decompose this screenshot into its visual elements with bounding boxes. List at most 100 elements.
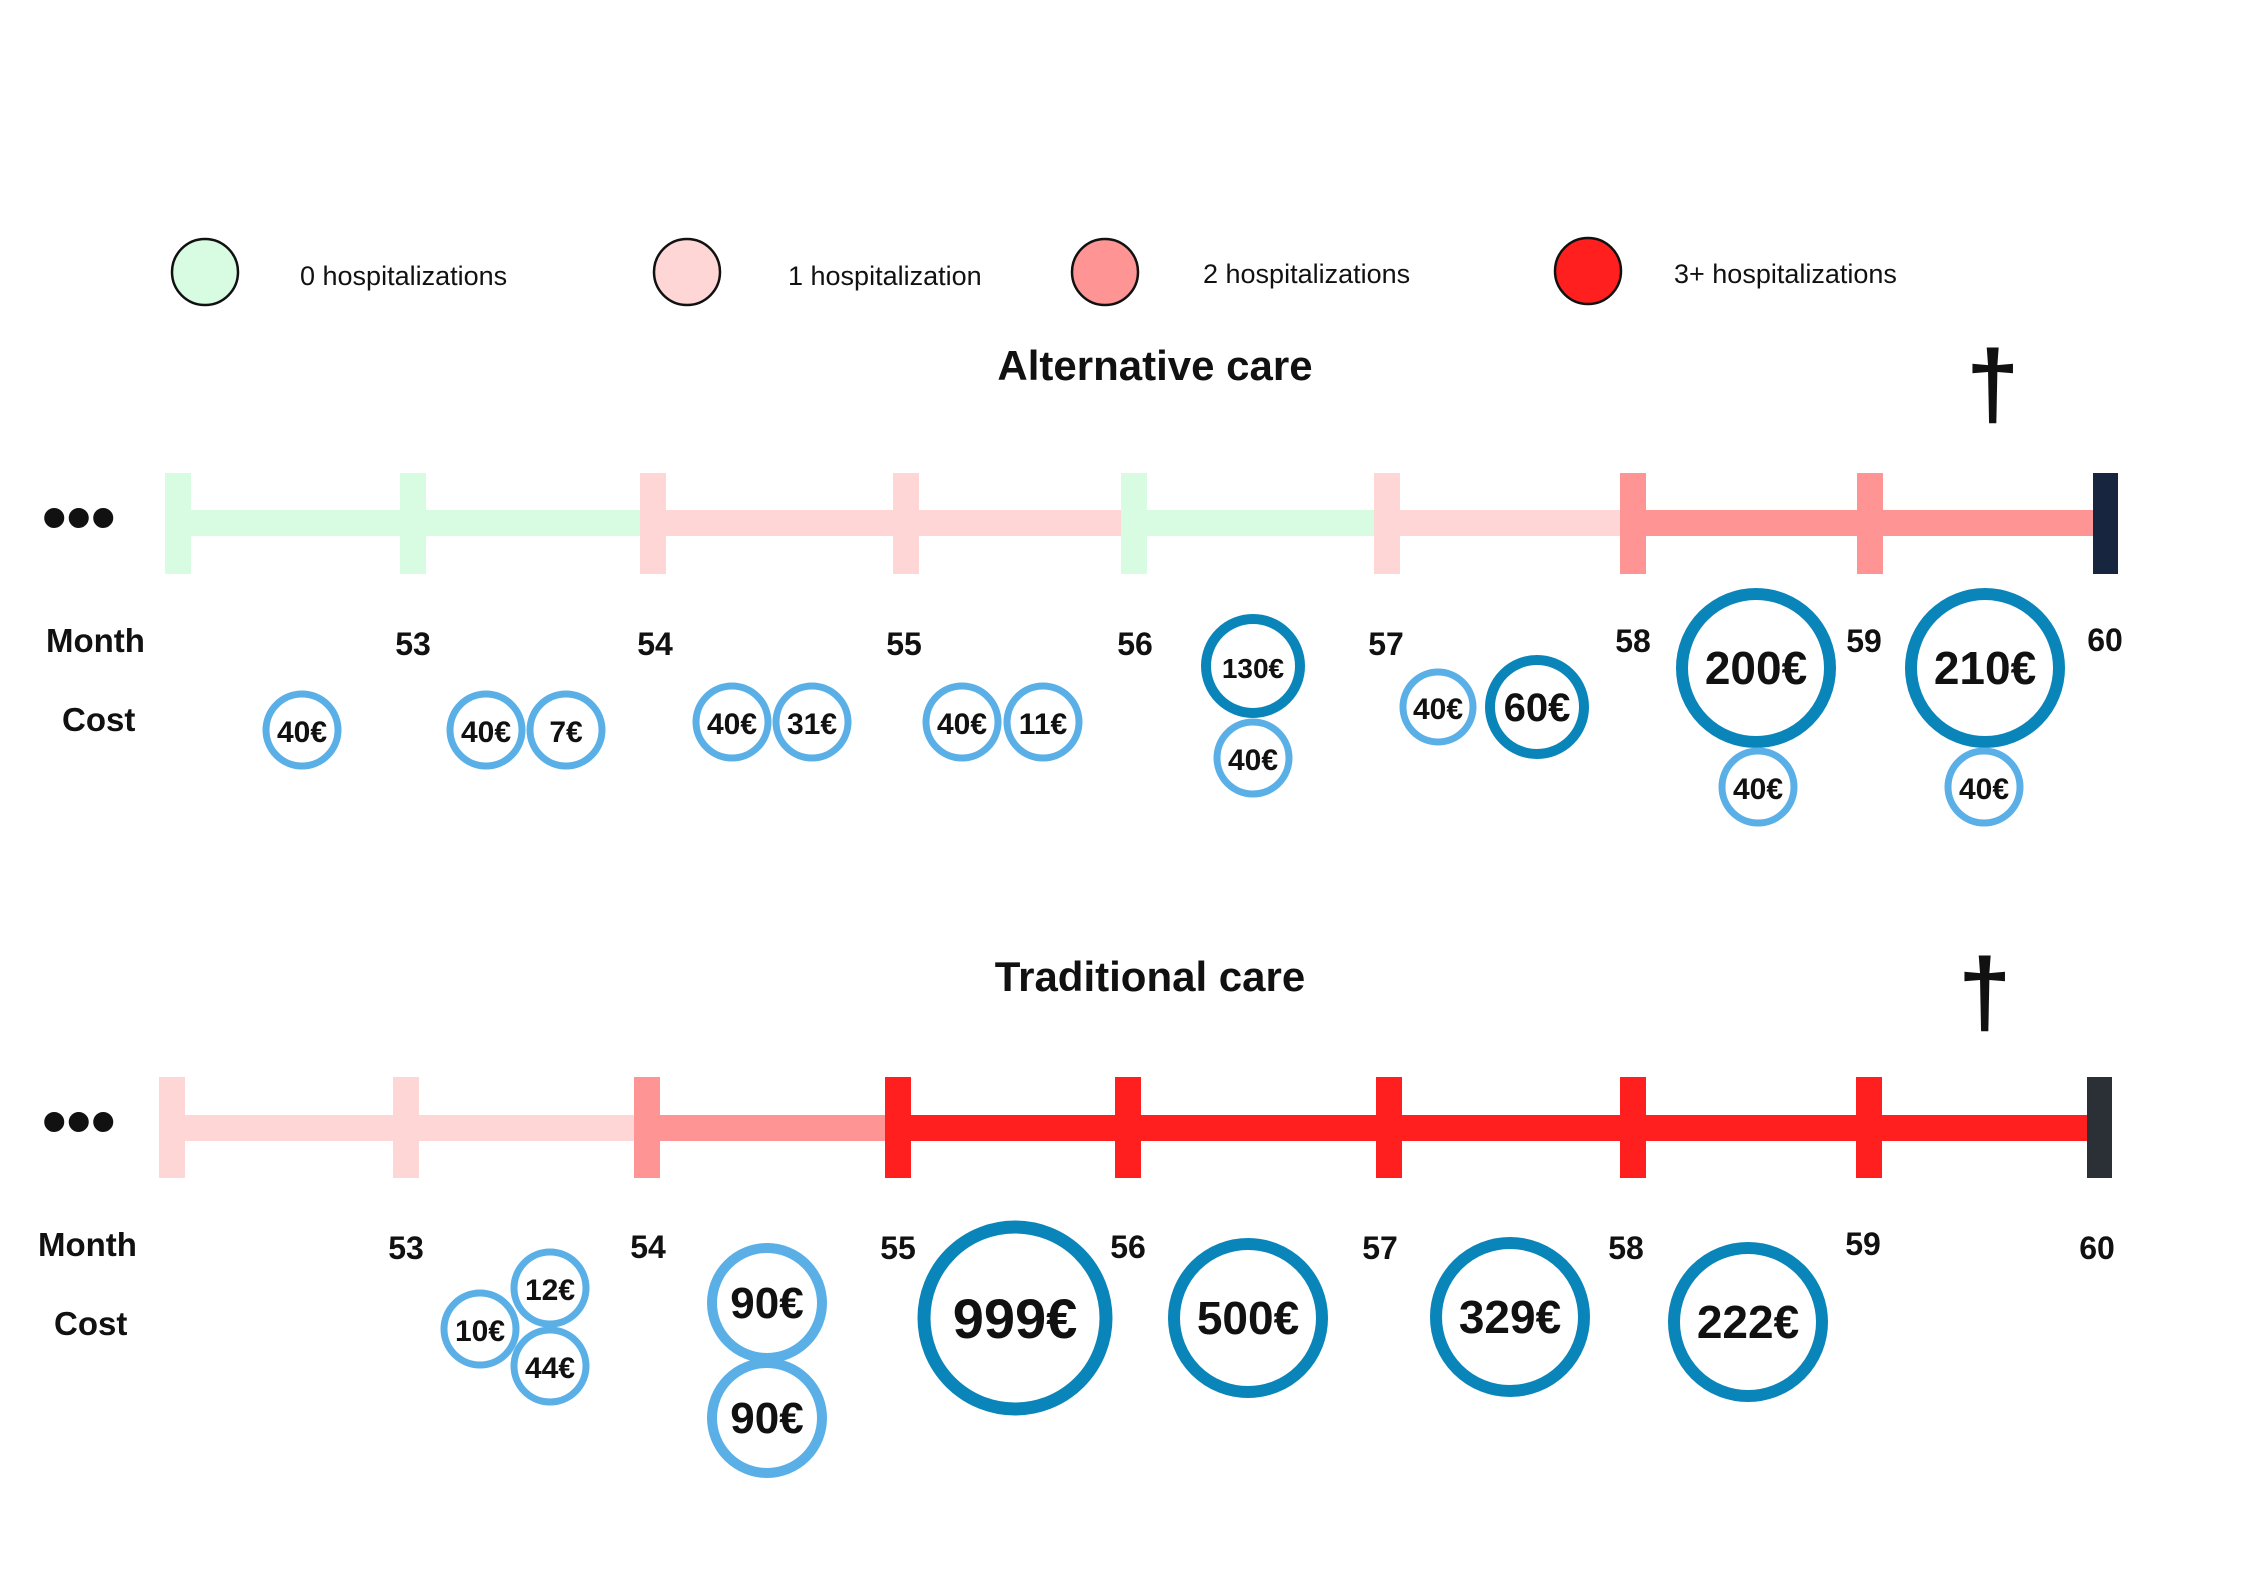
alt-cost-ring xyxy=(1905,588,2065,748)
alt-cost-bubble: 40€ xyxy=(1944,747,2024,827)
trad-segment-6 xyxy=(1388,1115,1633,1141)
alt-cost-ring xyxy=(1485,655,1589,759)
trad-cost-bubble: 329€ xyxy=(1430,1237,1590,1397)
alt-cost-value: 40€ xyxy=(707,708,757,741)
legend-label-hosp3: 3+ hospitalizations xyxy=(1674,259,1897,289)
trad-cost-ring xyxy=(510,1248,590,1328)
alt-cost-value: 60€ xyxy=(1504,686,1571,730)
trad-month-55: 55 xyxy=(880,1230,916,1266)
alt-cost-ring xyxy=(922,682,1002,762)
trad-month-56: 56 xyxy=(1110,1229,1146,1265)
trad-segment-4 xyxy=(898,1115,1127,1141)
alt-segment-4 xyxy=(905,510,1134,536)
legend-swatch-hosp1 xyxy=(652,237,722,307)
trad-month-53: 53 xyxy=(388,1230,424,1266)
trad-cost-ring xyxy=(440,1289,520,1369)
trad-segment-7 xyxy=(1633,1115,1869,1141)
trad-tick-start xyxy=(159,1077,185,1178)
trad-tick-55 xyxy=(885,1077,911,1178)
trad-month-58: 58 xyxy=(1608,1230,1644,1266)
alt-cost-ring xyxy=(262,690,342,770)
legend-swatch-hosp3 xyxy=(1553,236,1623,306)
alt-cost-bubble: 40€ xyxy=(692,682,772,762)
trad-cost-ring xyxy=(1668,1242,1828,1402)
trad-cost-value: 12€ xyxy=(525,1274,575,1307)
alt-tick-53 xyxy=(400,473,426,574)
alt-tick-54 xyxy=(640,473,666,574)
trad-segment-8 xyxy=(1869,1115,2096,1141)
alt-cost-bubble: 210€ xyxy=(1905,588,2065,748)
alt-cost-value: 31€ xyxy=(787,708,837,741)
trad-cost-ring xyxy=(707,1358,827,1478)
alternative-care-title: Alternative care xyxy=(997,342,1312,389)
alt-month-53: 53 xyxy=(395,626,431,662)
trad-segment-1 xyxy=(159,1115,405,1141)
trad-cost-ring xyxy=(510,1326,590,1406)
alt-cost-value: 40€ xyxy=(1413,693,1463,726)
alt-cost-bubble: 60€ xyxy=(1485,655,1589,759)
alt-cost-bubble: 40€ xyxy=(1718,747,1798,827)
alt-cost-value: 40€ xyxy=(1228,744,1278,777)
alt-cost-ring xyxy=(1676,588,1836,748)
alt-cost-ring xyxy=(446,690,526,770)
alt-tick-59 xyxy=(1857,473,1883,574)
alt-segment-5 xyxy=(1134,510,1386,536)
traditional-care-section: Traditional care † ••• Month Cost 53 54 … xyxy=(38,939,2115,1478)
trad-month-60: 60 xyxy=(2079,1230,2115,1266)
alt-cost-value: 40€ xyxy=(1959,773,2009,806)
trad-month-57: 57 xyxy=(1362,1230,1398,1266)
alt-cost-value: 40€ xyxy=(1733,773,1783,806)
trad-tick-56 xyxy=(1115,1077,1141,1178)
traditional-ellipsis: ••• xyxy=(42,1082,116,1160)
legend-label-hosp0: 0 hospitalizations xyxy=(300,261,507,291)
trad-cost-value: 90€ xyxy=(730,1394,803,1443)
alt-cost-value: 7€ xyxy=(549,716,583,749)
alt-cost-bubble: 40€ xyxy=(922,682,1002,762)
alt-tick-57 xyxy=(1374,473,1400,574)
legend-swatch-hosp0 xyxy=(170,237,240,307)
alt-cost-ring xyxy=(1944,747,2024,827)
alt-cost-ring xyxy=(1201,614,1305,718)
trad-cost-bubble: 90€ xyxy=(707,1243,827,1363)
trad-cost-label: Cost xyxy=(54,1305,127,1342)
trad-month-54: 54 xyxy=(630,1229,666,1265)
legend-label-hosp1: 1 hospitalization xyxy=(788,261,982,291)
alt-cost-value: 200€ xyxy=(1705,642,1807,694)
trad-cost-value: 500€ xyxy=(1197,1292,1299,1344)
alt-cost-bubble: 40€ xyxy=(262,690,342,770)
alt-tick-start xyxy=(165,473,191,574)
legend: 0 hospitalizations 1 hospitalization 2 h… xyxy=(170,236,1897,307)
alt-month-55: 55 xyxy=(886,626,922,662)
trad-segment-3 xyxy=(646,1115,898,1141)
trad-cost-value: 329€ xyxy=(1459,1291,1561,1343)
trad-cost-bubble: 44€ xyxy=(510,1326,590,1406)
alt-cost-ring xyxy=(1213,718,1293,798)
alt-cost-bubble: 40€ xyxy=(446,690,526,770)
trad-segment-5 xyxy=(1127,1115,1388,1141)
trad-segment-2 xyxy=(405,1115,646,1141)
trad-cost-bubble: 500€ xyxy=(1168,1238,1328,1398)
alt-cost-value: 210€ xyxy=(1934,642,2036,694)
trad-tick-58 xyxy=(1620,1077,1646,1178)
trad-tick-59 xyxy=(1856,1077,1882,1178)
alt-tick-55 xyxy=(893,473,919,574)
alt-cost-bubble: 31€ xyxy=(772,682,852,762)
alt-cost-ring xyxy=(692,682,772,762)
alt-segment-2 xyxy=(411,510,654,536)
trad-cost-value: 222€ xyxy=(1697,1296,1799,1348)
trad-month-label: Month xyxy=(38,1226,137,1263)
alt-cost-ring xyxy=(1399,668,1477,746)
alt-segment-8 xyxy=(1868,510,2103,536)
alternative-care-section: Alternative care † ••• Month Cost 53 54 … xyxy=(42,331,2123,827)
alt-segment-3 xyxy=(654,510,905,536)
trad-cost-ring xyxy=(1430,1237,1590,1397)
alt-month-58: 58 xyxy=(1615,623,1651,659)
alt-cost-bubble: 7€ xyxy=(526,690,606,770)
alt-cost-ring xyxy=(1003,682,1083,762)
alt-month-59: 59 xyxy=(1846,623,1882,659)
alt-cost-ring xyxy=(1718,747,1798,827)
trad-tick-53 xyxy=(393,1077,419,1178)
trad-tick-54 xyxy=(634,1077,660,1178)
alt-cost-value: 40€ xyxy=(461,716,511,749)
